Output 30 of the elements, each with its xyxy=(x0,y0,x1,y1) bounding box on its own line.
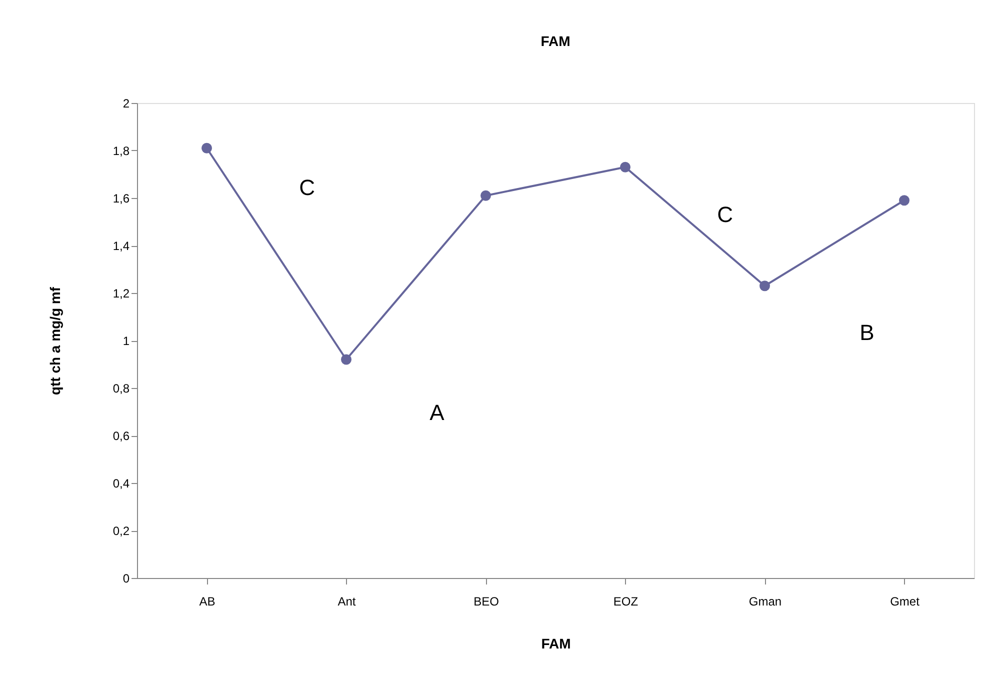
y-tick-label: 1,4 xyxy=(112,239,130,253)
chart-title: FAM xyxy=(540,33,570,49)
y-tick-label: 0,2 xyxy=(112,524,130,538)
point xyxy=(899,195,910,206)
x-tick-label: Gmet xyxy=(890,594,920,608)
x-tick-label: Gman xyxy=(748,594,782,608)
point xyxy=(202,142,212,154)
y-tick-label: 1 xyxy=(122,334,130,348)
annotation: A xyxy=(430,400,445,425)
y-tick-label: 0 xyxy=(122,572,130,586)
point xyxy=(341,354,352,365)
annotation: C xyxy=(299,175,316,200)
x-tick-label: Ant xyxy=(338,594,356,608)
x-axis-title: FAM xyxy=(541,636,571,652)
y-tick-label: 0,6 xyxy=(112,429,130,443)
point xyxy=(760,280,770,292)
y-tick-label: 1,2 xyxy=(112,286,130,300)
x-tick-label: BEO xyxy=(474,594,499,608)
annotation: B xyxy=(860,320,874,345)
x-tick-label: EOZ xyxy=(613,594,638,608)
y-tick-label: 2 xyxy=(122,96,130,110)
y-tick-label: 1,8 xyxy=(112,144,130,158)
point xyxy=(480,190,491,201)
y-tick-label: 1,6 xyxy=(112,192,130,206)
y-axis-title: qtt ch a mg/g mf xyxy=(46,286,63,396)
y-tick-label: 0,4 xyxy=(112,476,130,490)
annotation: C xyxy=(717,202,734,227)
x-tick-label: AB xyxy=(199,594,216,608)
point xyxy=(620,162,630,172)
y-tick-label: 0,8 xyxy=(112,382,130,396)
